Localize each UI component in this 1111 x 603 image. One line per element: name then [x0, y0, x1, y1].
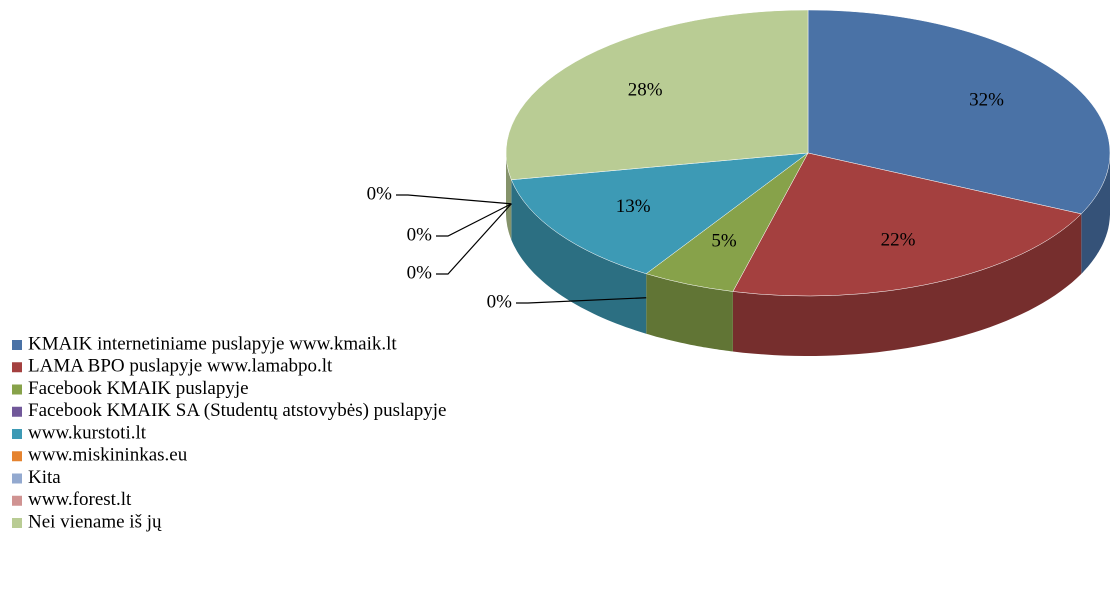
legend-swatch [12, 473, 22, 484]
slice [505, 9, 809, 181]
legend-swatch [12, 495, 22, 506]
data-label: 0% [407, 262, 433, 283]
legend-swatch [12, 340, 22, 350]
slice-side [511, 179, 647, 334]
data-label: 13% [616, 196, 651, 217]
data-label: 5% [711, 231, 737, 252]
legend-swatch [12, 518, 22, 528]
legend-swatch [12, 451, 22, 462]
leader-line [396, 194, 512, 205]
legend-label: Kita [28, 467, 61, 488]
data-label: 0% [367, 183, 393, 204]
data-label: 0% [487, 291, 513, 312]
slice-side [646, 273, 733, 352]
slice-side [1081, 153, 1110, 274]
leader-line [516, 297, 647, 304]
legend-label: LAMA BPO puslapyje www.lamabpo.lt [28, 356, 333, 377]
legend-label: Nei viename iš jų [28, 511, 162, 532]
legend-label: www.miskininkas.eu [28, 445, 188, 466]
legend-swatch [12, 429, 22, 439]
slice [510, 152, 809, 275]
legend-swatch [12, 362, 22, 373]
data-label: 32% [969, 89, 1004, 110]
legend-label: www.forest.lt [28, 489, 132, 510]
legend-swatch [12, 406, 22, 417]
data-label: 0% [407, 224, 433, 245]
legend-label: Facebook KMAIK SA (Studentų atstovybės) … [28, 400, 446, 421]
legend-label: www.kurstoti.lt [28, 422, 147, 443]
slice [807, 9, 1111, 215]
legend-label: Facebook KMAIK puslapyje [28, 378, 249, 399]
slice [732, 152, 1082, 297]
data-label: 28% [628, 79, 663, 100]
legend-swatch [12, 384, 22, 395]
leader-line [436, 203, 512, 275]
slice-side [732, 213, 1082, 356]
leader-line [436, 203, 512, 237]
legend-label: KMAIK internetiniame puslapyje www.kmaik… [28, 333, 397, 354]
data-label: 22% [881, 229, 916, 250]
slice-side [506, 153, 512, 240]
